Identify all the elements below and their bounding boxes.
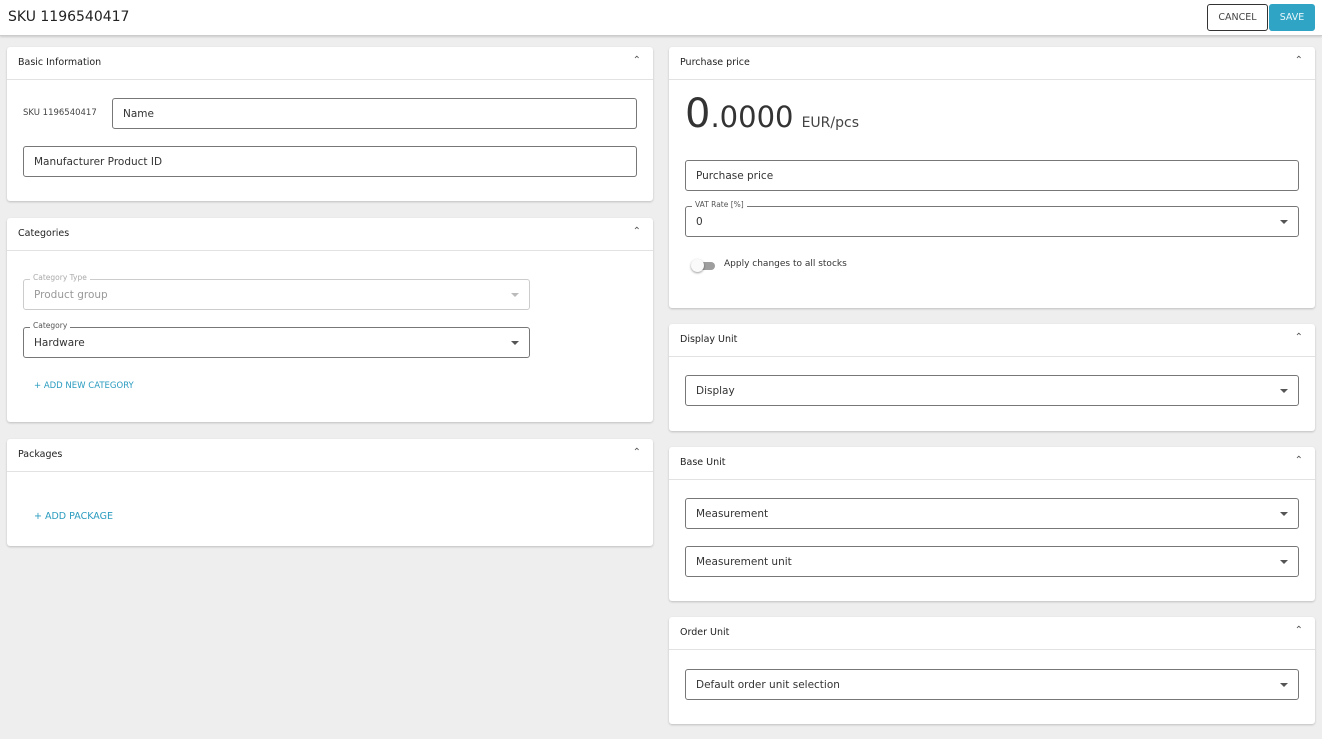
- price-integer: 0: [685, 91, 711, 137]
- top-bar: SKU 1196540417 CANCEL SAVE: [0, 0, 1322, 36]
- chevron-up-icon[interactable]: ⌃: [1294, 332, 1303, 343]
- category-type-value: Product group: [34, 288, 108, 301]
- category-value: Hardware: [34, 336, 85, 349]
- card-header[interactable]: Display Unit ⌃: [669, 324, 1315, 357]
- page-title: SKU 1196540417: [8, 9, 130, 25]
- base-unit-card: Base Unit ⌃ Measurement Measurement unit: [669, 447, 1315, 601]
- dropdown-arrow-icon: [1280, 220, 1288, 224]
- apply-all-stocks-toggle[interactable]: [691, 259, 717, 272]
- card-header[interactable]: Basic Information ⌃: [7, 47, 653, 80]
- chevron-up-icon[interactable]: ⌃: [1294, 55, 1303, 66]
- basic-information-card: Basic Information ⌃ SKU 1196540417 Name M…: [7, 47, 653, 201]
- card-header[interactable]: Base Unit ⌃: [669, 447, 1315, 480]
- purchase-price-placeholder: Purchase price: [696, 169, 774, 182]
- chevron-up-icon[interactable]: ⌃: [632, 55, 641, 66]
- card-title: Categories: [18, 228, 70, 239]
- display-unit-select[interactable]: Display: [685, 375, 1299, 406]
- vat-rate-value: 0: [696, 215, 703, 228]
- categories-card: Categories ⌃ Category Type Product group C…: [7, 218, 653, 422]
- chevron-up-icon[interactable]: ⌃: [632, 226, 641, 237]
- name-placeholder: Name: [123, 107, 154, 120]
- dropdown-arrow-icon: [1280, 512, 1288, 516]
- card-title: Display Unit: [680, 334, 738, 345]
- measurement-select[interactable]: Measurement: [685, 498, 1299, 529]
- display-unit-card: Display Unit ⌃ Display: [669, 324, 1315, 431]
- category-type-select: Category Type Product group: [23, 273, 530, 310]
- measurement-unit-select[interactable]: Measurement unit: [685, 546, 1299, 577]
- price-display: 0.0000 EUR/pcs: [685, 91, 859, 137]
- order-unit-value: Default order unit selection: [696, 678, 840, 691]
- sku-label: SKU 1196540417: [23, 108, 97, 118]
- order-unit-card: Order Unit ⌃ Default order unit selection: [669, 617, 1315, 724]
- add-package-link[interactable]: + ADD PACKAGE: [34, 511, 113, 522]
- category-type-label: Category Type: [30, 273, 90, 282]
- card-header[interactable]: Purchase price ⌃: [669, 47, 1315, 80]
- display-unit-value: Display: [696, 384, 735, 397]
- price-unit: EUR/pcs: [801, 115, 859, 131]
- packages-card: Packages ⌃ + ADD PACKAGE: [7, 439, 653, 546]
- vat-rate-select[interactable]: VAT Rate [%] 0: [685, 200, 1299, 237]
- mpid-placeholder: Manufacturer Product ID: [34, 155, 163, 168]
- purchase-price-card: Purchase price ⌃ 0.0000 EUR/pcs Purchase …: [669, 47, 1315, 308]
- vat-rate-label: VAT Rate [%]: [692, 200, 747, 209]
- category-label: Category: [30, 321, 71, 330]
- card-header[interactable]: Packages ⌃: [7, 439, 653, 472]
- dropdown-arrow-icon: [511, 293, 519, 297]
- dropdown-arrow-icon: [1280, 560, 1288, 564]
- card-title: Base Unit: [680, 457, 726, 468]
- add-new-category-link[interactable]: + ADD NEW CATEGORY: [34, 381, 134, 391]
- category-select[interactable]: Category Hardware: [23, 321, 530, 358]
- card-title: Basic Information: [18, 57, 102, 68]
- card-title: Order Unit: [680, 627, 730, 638]
- dropdown-arrow-icon: [511, 341, 519, 345]
- measurement-unit-value: Measurement unit: [696, 555, 792, 568]
- save-button[interactable]: SAVE: [1269, 4, 1315, 31]
- order-unit-select[interactable]: Default order unit selection: [685, 669, 1299, 700]
- card-title: Packages: [18, 449, 63, 460]
- name-input[interactable]: Name: [112, 98, 637, 129]
- card-title: Purchase price: [680, 57, 750, 68]
- manufacturer-product-id-input[interactable]: Manufacturer Product ID: [23, 146, 637, 177]
- chevron-up-icon[interactable]: ⌃: [632, 447, 641, 458]
- measurement-value: Measurement: [696, 507, 769, 520]
- dropdown-arrow-icon: [1280, 683, 1288, 687]
- card-header[interactable]: Categories ⌃: [7, 218, 653, 251]
- chevron-up-icon[interactable]: ⌃: [1294, 455, 1303, 466]
- cancel-button[interactable]: CANCEL: [1207, 4, 1268, 31]
- chevron-up-icon[interactable]: ⌃: [1294, 625, 1303, 636]
- apply-all-stocks-label: Apply changes to all stocks: [724, 259, 847, 269]
- price-decimal: .0000: [710, 100, 794, 134]
- card-header[interactable]: Order Unit ⌃: [669, 617, 1315, 650]
- purchase-price-input[interactable]: Purchase price: [685, 160, 1299, 191]
- dropdown-arrow-icon: [1280, 389, 1288, 393]
